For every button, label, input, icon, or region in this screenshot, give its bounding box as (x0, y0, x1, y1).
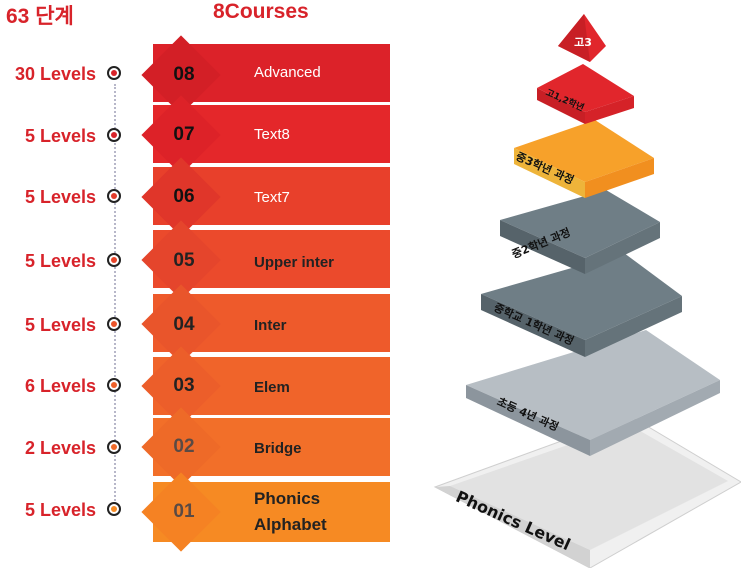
course-name-01-line1: Phonics (254, 489, 321, 508)
pyramid-tier-high3: 고3 (558, 14, 606, 62)
course-levels-03: 6 Levels (24, 376, 96, 396)
levels-total-heading: 63 단계 (6, 5, 74, 28)
course-number-04: 04 (173, 314, 195, 335)
course-number-06: 06 (173, 186, 195, 207)
course-levels-07: 5 Levels (24, 126, 96, 146)
timeline-dot-01 (107, 502, 121, 516)
pyramid-tier-elementary: 초등 4년 과정 (466, 330, 720, 456)
timeline-dot-06 (107, 189, 121, 203)
timeline-line (114, 84, 116, 504)
timeline-dot-08 (107, 66, 121, 80)
courses-total-heading: 8Courses (213, 0, 309, 23)
timeline-dot-03 (107, 378, 121, 392)
course-levels-01: 5 Levels (24, 500, 96, 520)
course-number-05: 05 (173, 250, 195, 271)
course-levels-06: 5 Levels (24, 187, 96, 207)
timeline-dot-05 (107, 253, 121, 267)
course-levels-05: 5 Levels (24, 251, 96, 271)
timeline-dot-02 (107, 440, 121, 454)
course-name-03: Elem (254, 379, 290, 396)
course-name-04: Inter (254, 317, 287, 334)
course-name-06: Text7 (254, 189, 290, 206)
timeline-dot-07 (107, 128, 121, 142)
pyramid-tier-middle3: 중3학년 과정 (514, 120, 654, 198)
timeline-dot-04 (107, 317, 121, 331)
course-name-02: Bridge (254, 440, 302, 457)
pyramid-label-high3: 고3 (574, 36, 592, 49)
course-name-05: Upper inter (254, 254, 335, 271)
pyramid-tier-high12: 고1,2학년 (537, 64, 634, 124)
pyramid-tier-middle2: 중2학년 과정 (500, 190, 660, 274)
course-name-07: Text8 (254, 126, 290, 143)
course-name-01-line2: Alphabet (254, 515, 327, 534)
course-levels-08: 30 Levels (14, 64, 96, 84)
course-name-08: Advanced (254, 64, 321, 81)
course-number-01: 01 (173, 501, 195, 522)
course-number-03: 03 (173, 375, 195, 396)
course-number-07: 07 (173, 124, 195, 145)
course-levels-04: 5 Levels (24, 315, 96, 335)
course-number-02: 02 (173, 436, 195, 457)
course-number-08: 08 (173, 64, 195, 85)
level-pyramid: Phonics Level 초등 4년 과정 중학교 1학년 과정 중2학년 과… (433, 14, 741, 568)
course-levels-02: 2 Levels (24, 438, 96, 458)
pyramid-tier-phonics: Phonics Level (433, 415, 741, 568)
